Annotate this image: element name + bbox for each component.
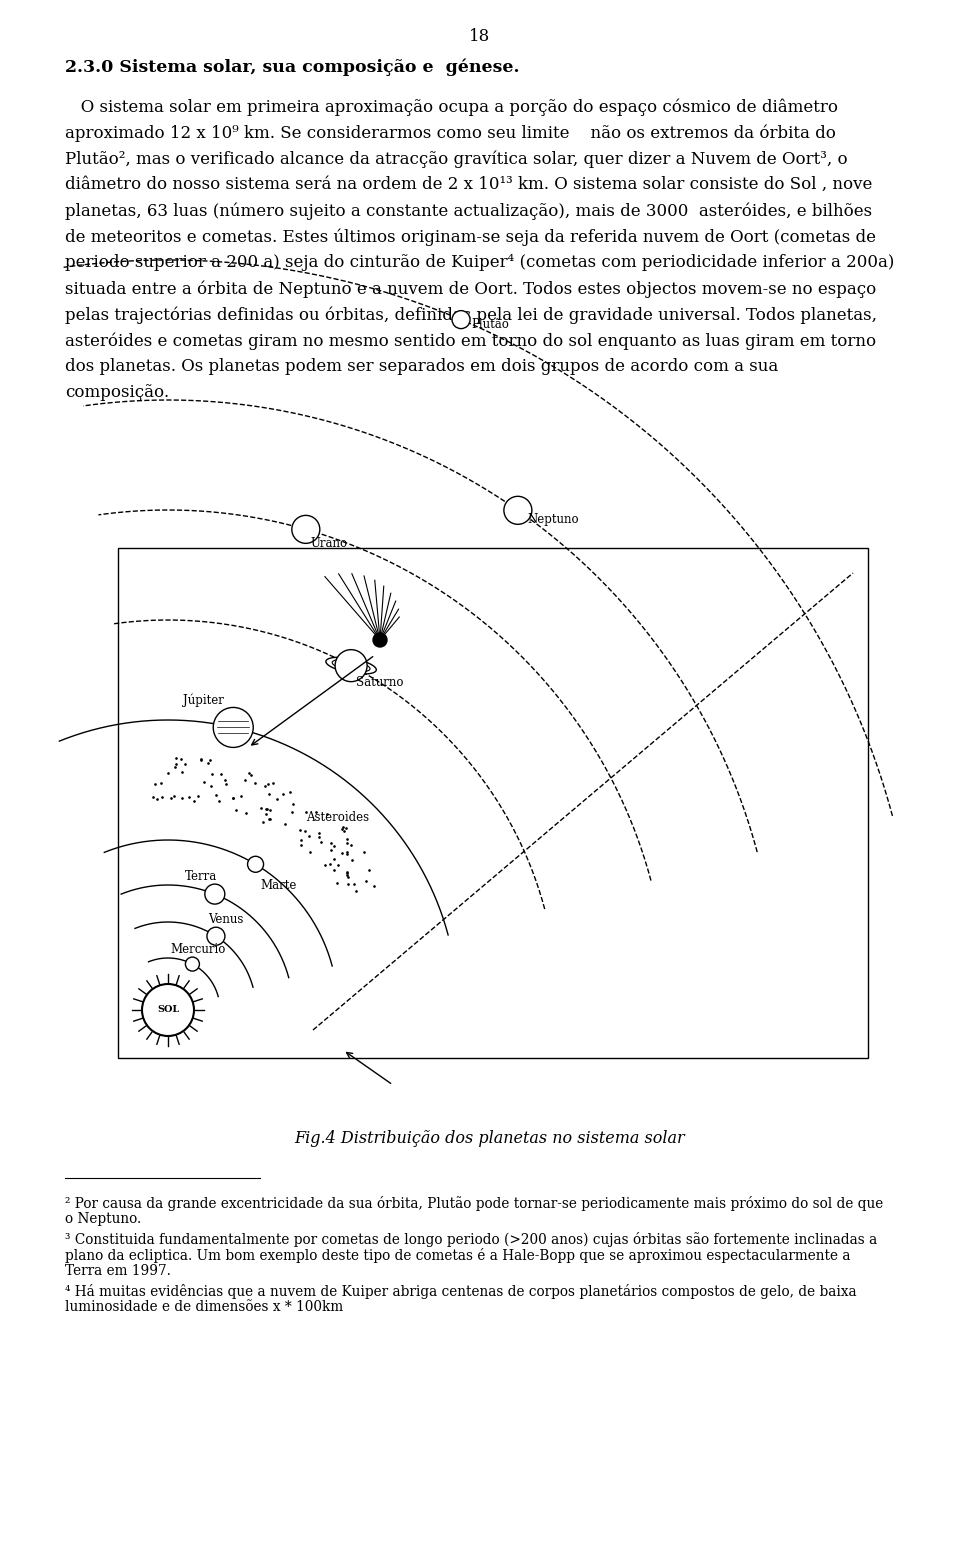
Text: Fig.4 Distribuição dos planetas no sistema solar: Fig.4 Distribuição dos planetas no siste… [295,1130,685,1147]
Circle shape [248,857,264,872]
Text: ⁴ Há muitas evidências que a nuvem de Kuiper abriga centenas de corpos planetári: ⁴ Há muitas evidências que a nuvem de Ku… [65,1283,856,1299]
Circle shape [204,885,225,903]
Text: asteróides e cometas giram no mesmo sentido em torno do sol enquanto as luas gir: asteróides e cometas giram no mesmo sent… [65,331,876,350]
Text: aproximado 12 x 10⁹ km. Se considerarmos como seu limite    não os extremos da ó: aproximado 12 x 10⁹ km. Se considerarmos… [65,123,836,142]
Text: dos planetas. Os planetas podem ser separados em dois grupos de acordo com a sua: dos planetas. Os planetas podem ser sepa… [65,358,779,375]
Circle shape [504,497,532,524]
Text: Terra em 1997.: Terra em 1997. [65,1264,171,1279]
Text: Júpiter: Júpiter [183,694,224,706]
Text: Mercurio: Mercurio [171,942,226,957]
Text: de meteoritos e cometas. Estes últimos originam-se seja da referida nuvem de Oor: de meteoritos e cometas. Estes últimos o… [65,228,876,245]
Circle shape [292,516,320,544]
Text: Plutão², mas o verificado alcance da atracção gravítica solar, quer dizer a Nuve: Plutão², mas o verificado alcance da atr… [65,150,848,167]
Text: Neptuno: Neptuno [528,513,580,527]
Text: Terra: Terra [185,871,217,883]
Circle shape [335,650,367,681]
Text: Venus: Venus [208,913,243,927]
Text: plano da ecliptica. Um bom exemplo deste tipo de cometas é a Hale-Bopp que se ap: plano da ecliptica. Um bom exemplo deste… [65,1247,851,1263]
Text: Asteroides: Asteroides [306,811,369,824]
Text: situada entre a órbita de Neptuno e a nuvem de Oort. Todos estes objectos movem-: situada entre a órbita de Neptuno e a nu… [65,280,876,297]
Circle shape [452,311,470,328]
Circle shape [185,957,200,971]
Text: Plutão: Plutão [471,317,509,331]
Text: Urano: Urano [311,538,348,550]
Text: pelas trajectórias definidas ou órbitas, definidas pela lei de gravidade univers: pelas trajectórias definidas ou órbitas,… [65,306,877,324]
Circle shape [373,633,387,647]
Text: planetas, 63 luas (número sujeito a constante actualização), mais de 3000  aster: planetas, 63 luas (número sujeito a cons… [65,202,872,219]
Text: ³ Constituida fundamentalmente por cometas de longo periodo (>200 anos) cujas ór: ³ Constituida fundamentalmente por comet… [65,1232,877,1247]
Text: O sistema solar em primeira aproximação ocupa a porção do espaço cósmico de diâm: O sistema solar em primeira aproximação … [65,98,838,116]
Circle shape [142,985,194,1036]
Text: composição.: composição. [65,384,169,402]
Text: Saturno: Saturno [356,675,403,689]
Circle shape [213,708,253,747]
Text: diâmetro do nosso sistema será na ordem de 2 x 10¹³ km. O sistema solar consiste: diâmetro do nosso sistema será na ordem … [65,177,873,192]
Text: 18: 18 [469,28,491,45]
Text: o Neptuno.: o Neptuno. [65,1211,141,1225]
Circle shape [207,927,225,946]
Text: SOL: SOL [156,1005,180,1014]
Text: ² Por causa da grande excentricidade da sua órbita, Plutão pode tornar-se period: ² Por causa da grande excentricidade da … [65,1196,883,1211]
Text: 2.3.0 Sistema solar, sua composição e  génese.: 2.3.0 Sistema solar, sua composição e gé… [65,58,519,75]
Text: periodo superior a 200 a) seja do cinturão de Kuiper⁴ (cometas com periodicidade: periodo superior a 200 a) seja do cintur… [65,255,895,270]
Text: luminosidade e de dimensões x * 100km: luminosidade e de dimensões x * 100km [65,1300,344,1314]
Text: Marte: Marte [260,880,297,892]
Bar [118,549,868,1058]
